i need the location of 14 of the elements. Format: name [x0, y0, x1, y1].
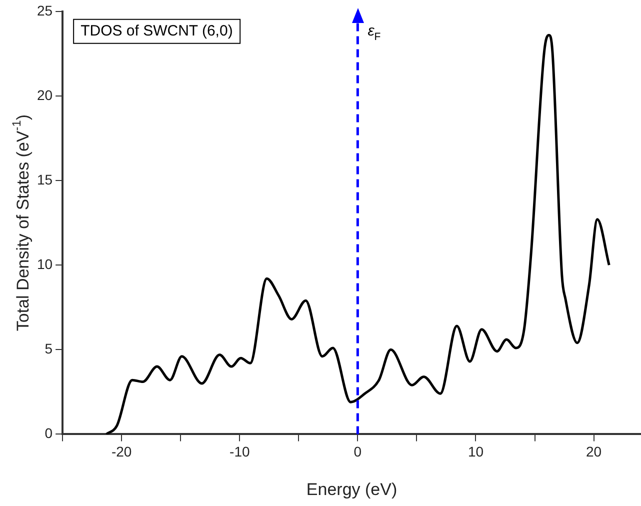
y-tick-label: 10: [36, 256, 53, 272]
x-tick-label: -20: [111, 443, 132, 460]
y-axis-title: Total Density of States (eV-1): [9, 114, 33, 332]
y-tick-label: 5: [44, 340, 53, 356]
x-tick-label: 0: [354, 443, 362, 460]
annotation: TDOS of SWCNT (6,0): [80, 22, 233, 40]
y-tick-label: 20: [36, 86, 53, 103]
x-axis-title: Energy (eV): [306, 480, 398, 499]
x-tick-label: 20: [586, 443, 602, 460]
y-tick-label: 25: [36, 2, 53, 18]
x-tick-label: 10: [468, 443, 484, 460]
y-tick-label: 0: [44, 425, 53, 442]
x-tick-label: -10: [230, 443, 250, 460]
y-tick-label: 15: [36, 171, 53, 188]
